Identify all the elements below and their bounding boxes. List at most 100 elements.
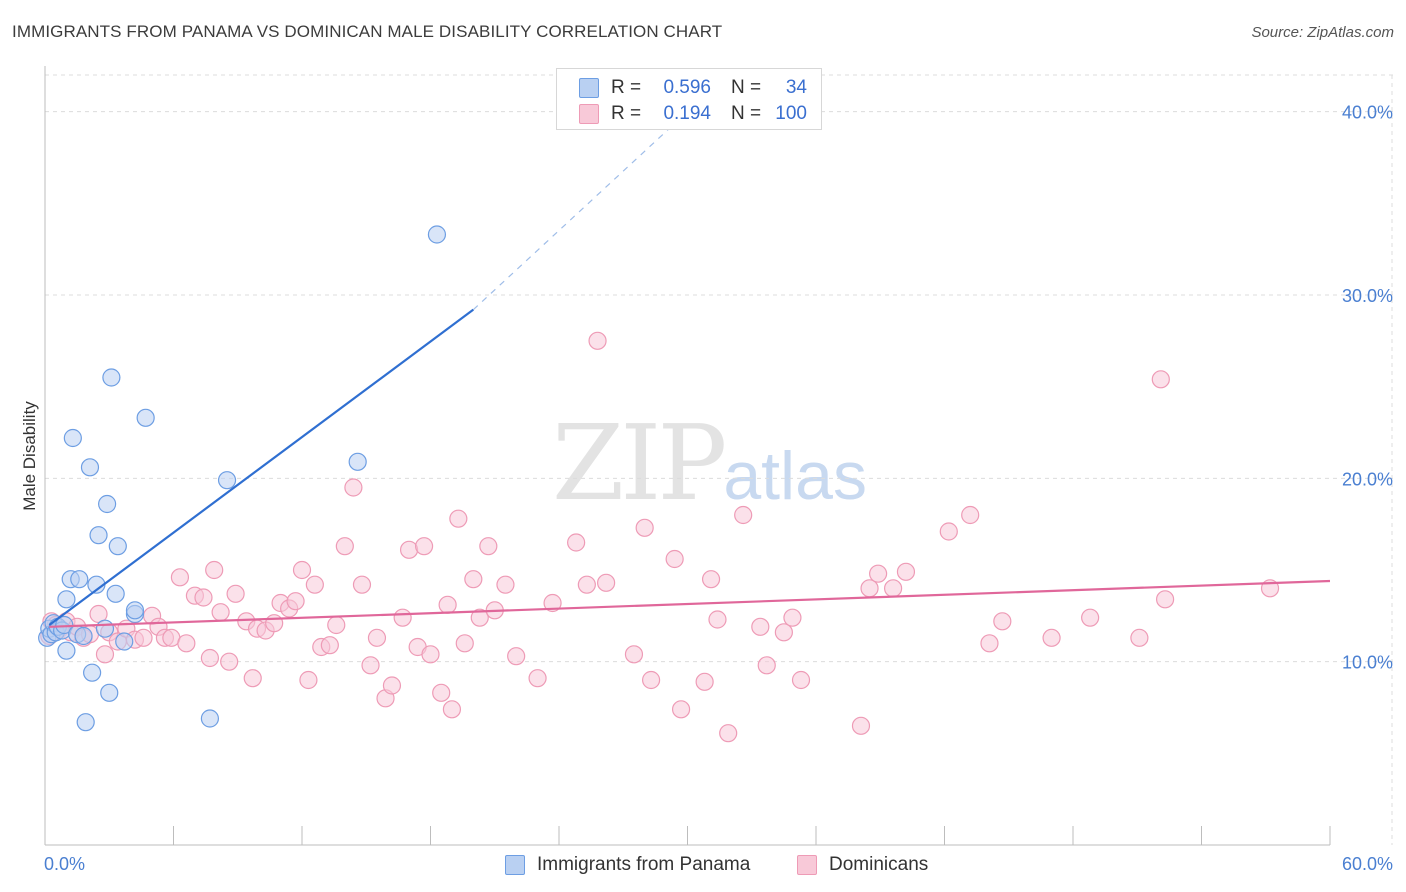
dominicans-point [1042, 628, 1061, 647]
series-legend: Immigrants from Panama Dominicans [0, 852, 1406, 878]
dominicans-point [577, 575, 596, 594]
x-tick-label: 0.0% [44, 854, 85, 874]
dominicans-point [883, 579, 903, 598]
dominicans-point [528, 669, 547, 688]
dominicans-point [243, 669, 262, 688]
dominicans-point [496, 575, 515, 594]
panama-point [108, 537, 127, 556]
dominicans-point [860, 579, 879, 598]
panama-point [80, 458, 100, 477]
r-value: 0.194 [663, 103, 711, 124]
correlation-legend: R = 0.596 N = 34 R = 0.194 N = 100 [556, 68, 822, 130]
dominicans-point [635, 518, 654, 537]
panama-point [95, 619, 115, 638]
panama-swatch [505, 855, 525, 875]
dominicans-point [597, 573, 616, 592]
dominicans-point [414, 537, 434, 556]
dominicans-point [869, 564, 888, 583]
dominicans-point [464, 570, 483, 589]
dominicans-point [641, 670, 661, 690]
dominicans-point [421, 645, 440, 664]
panama-point [89, 526, 108, 545]
dominicans-point [344, 478, 363, 497]
dominicans-point [774, 623, 793, 642]
panama-point [115, 632, 134, 651]
dominicans-trend-line [49, 579, 1331, 628]
r-value: 0.596 [663, 77, 711, 98]
panama-point [76, 713, 95, 732]
panama-point [83, 663, 102, 682]
dominicans-swatch [579, 104, 599, 124]
dominicans-point [292, 560, 312, 580]
y-tick-label: 30.0% [1342, 286, 1393, 306]
panama-point [102, 368, 121, 387]
dominicans-point [438, 595, 457, 614]
panama-point [98, 494, 117, 514]
dominicans-point [95, 645, 115, 664]
y-tick-label: 40.0% [1342, 103, 1393, 123]
dominicans-point [200, 648, 220, 668]
dominicans-point [939, 522, 958, 541]
y-tick-label: 10.0% [1342, 653, 1393, 673]
n-value: 34 [785, 77, 807, 98]
dominicans-point [624, 645, 644, 664]
dominicans-point [305, 575, 324, 594]
dominicans-point [361, 656, 380, 675]
dominicans-point [177, 634, 196, 653]
watermark-zip: ZIP [552, 402, 727, 524]
panama-point [63, 428, 82, 448]
dominicans-point [320, 636, 339, 655]
trend-lines [48, 111, 1331, 628]
dominicans-point [896, 562, 916, 581]
panama-point [348, 452, 367, 471]
dominicans-point [327, 615, 346, 635]
dominicans-point [993, 612, 1012, 631]
dominicans-point [588, 331, 607, 350]
n-label: N = [731, 77, 762, 98]
dominicans-point [194, 588, 213, 607]
legend-item-dominicans[interactable]: Dominicans [797, 852, 928, 878]
dominicans-point [335, 537, 354, 556]
r-label: R = [611, 77, 642, 98]
legend-label-dominicans: Dominicans [829, 854, 929, 875]
axes [44, 66, 1331, 846]
dominicans-point [170, 568, 190, 587]
dominicans-point [432, 683, 451, 702]
panama-swatch [579, 78, 599, 98]
n-value: 100 [775, 103, 807, 124]
dominicans-point [757, 656, 776, 675]
dominicans-point [220, 652, 239, 671]
dominicans-point [851, 716, 871, 735]
panama-point [70, 570, 89, 589]
dominicans-point [708, 610, 727, 629]
dominicans-point [382, 676, 402, 695]
dominicans-point [226, 584, 245, 603]
dominicans-point [470, 608, 489, 627]
dominicans-point [665, 549, 684, 569]
legend-item-panama[interactable]: Immigrants from Panama [505, 852, 750, 878]
panama-point [74, 626, 93, 646]
panama-point [136, 408, 155, 427]
panama-trend-extension [472, 111, 688, 311]
dominicans-point [205, 560, 224, 580]
dominicans-point [751, 617, 770, 636]
panama-point [200, 709, 220, 728]
dominicans-point [701, 570, 721, 589]
dominicans-point [961, 505, 980, 525]
panama-point [427, 225, 447, 244]
dominicans-point [299, 670, 318, 690]
dominicans-point [1155, 590, 1175, 609]
dominicans-point [980, 634, 999, 653]
legend-row-panama: R = 0.596 N = 34 [579, 75, 807, 101]
dominicans-point [455, 634, 474, 653]
source-credit: Source: ZipAtlas.com [1251, 24, 1394, 41]
dominicans-point [352, 575, 372, 594]
dominicans-point [442, 700, 462, 719]
dominicans-point [479, 537, 498, 556]
y-axis-label: Male Disability [20, 401, 39, 511]
dominicans-swatch [797, 855, 817, 875]
panama-point [100, 683, 119, 702]
dominicans-point [1081, 608, 1100, 627]
dominicans-point [543, 593, 562, 613]
